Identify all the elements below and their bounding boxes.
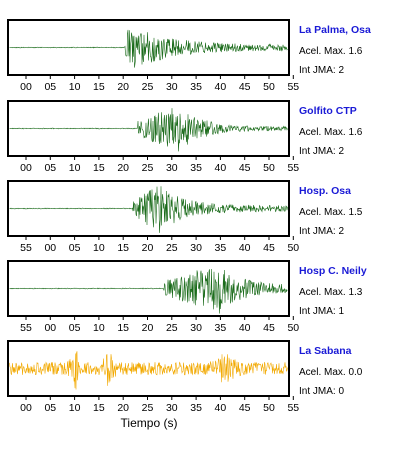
x-tick-label: 30 bbox=[166, 162, 178, 174]
jma-intensity-label: Int JMA: 2 bbox=[299, 226, 344, 237]
x-tick-label: 50 bbox=[263, 162, 275, 174]
seismogram-trace bbox=[9, 268, 288, 314]
x-tick-label: 15 bbox=[117, 322, 129, 334]
x-tick-label: 05 bbox=[69, 242, 81, 254]
x-tick-label: 45 bbox=[239, 81, 251, 93]
acceleration-label: Acel. Max. 1.3 bbox=[299, 287, 363, 298]
seismogram-trace bbox=[9, 351, 288, 390]
seismogram-trace bbox=[9, 186, 288, 233]
x-tick-label: 50 bbox=[287, 242, 299, 254]
x-tick-label: 45 bbox=[239, 162, 251, 174]
seismogram-panel: 00 05 10 15 20 25 30 35 40 45 50 55 La Palma, Osa Ace… bbox=[7, 19, 371, 93]
x-tick-label: 00 bbox=[20, 81, 32, 93]
x-tick-label: 45 bbox=[239, 402, 251, 414]
seismogram-trace bbox=[9, 108, 288, 152]
x-tick-label: 20 bbox=[117, 81, 129, 93]
x-tick-label: 55 bbox=[20, 322, 32, 334]
x-tick-label: 35 bbox=[215, 322, 227, 334]
x-tick-label: 55 bbox=[287, 162, 299, 174]
x-tick-label: 35 bbox=[215, 242, 227, 254]
x-tick-label: 40 bbox=[239, 322, 251, 334]
x-tick-label: 50 bbox=[263, 402, 275, 414]
seismogram-panel: 55 00 05 10 15 20 25 30 35 40 45 50 Hosp C. Neily Ace… bbox=[7, 260, 367, 334]
x-tick-label: 20 bbox=[142, 322, 154, 334]
x-tick-label: 50 bbox=[263, 81, 275, 93]
x-tick-label: 00 bbox=[20, 162, 32, 174]
x-tick-label: 40 bbox=[239, 242, 251, 254]
acceleration-label: Acel. Max. 0.0 bbox=[299, 367, 363, 378]
x-tick-label: 10 bbox=[93, 322, 105, 334]
x-tick-label: 20 bbox=[117, 162, 129, 174]
seismogram-panel: 00 05 10 15 20 25 30 35 40 45 50 55 Golfito CTP Acel.… bbox=[7, 100, 363, 174]
x-tick-label: 25 bbox=[166, 322, 178, 334]
x-tick-label: 35 bbox=[190, 402, 202, 414]
x-tick-label: 55 bbox=[287, 81, 299, 93]
x-tick-label: 30 bbox=[166, 81, 178, 93]
jma-intensity-label: Int JMA: 0 bbox=[299, 386, 344, 397]
station-name: Hosp. Osa bbox=[299, 185, 351, 197]
x-tick-label: 10 bbox=[69, 402, 81, 414]
x-tick-label: 25 bbox=[166, 242, 178, 254]
x-tick-label: 05 bbox=[44, 162, 56, 174]
x-tick-label: 10 bbox=[69, 162, 81, 174]
x-tick-label: 55 bbox=[287, 402, 299, 414]
seismogram-panel: 00 05 10 15 20 25 30 35 40 45 50 55 La Sabana Acel. M… bbox=[7, 340, 363, 414]
x-tick-label: 55 bbox=[20, 242, 32, 254]
station-name: Golfito CTP bbox=[299, 105, 357, 117]
x-tick-label: 20 bbox=[117, 402, 129, 414]
x-tick-label: 15 bbox=[117, 242, 129, 254]
x-tick-label: 00 bbox=[20, 402, 32, 414]
x-tick-label: 05 bbox=[44, 402, 56, 414]
x-tick-label: 15 bbox=[93, 402, 105, 414]
acceleration-label: Acel. Max. 1.6 bbox=[299, 46, 363, 57]
x-tick-label: 15 bbox=[93, 81, 105, 93]
x-tick-label: 05 bbox=[69, 322, 81, 334]
x-tick-label: 20 bbox=[142, 242, 154, 254]
x-tick-label: 10 bbox=[69, 81, 81, 93]
jma-intensity-label: Int JMA: 2 bbox=[299, 146, 344, 157]
x-tick-label: 35 bbox=[190, 162, 202, 174]
jma-intensity-label: Int JMA: 1 bbox=[299, 306, 344, 317]
x-tick-label: 30 bbox=[190, 322, 202, 334]
jma-intensity-label: Int JMA: 2 bbox=[299, 65, 344, 76]
x-axis-title: Tiempo (s) bbox=[121, 416, 178, 430]
x-tick-label: 50 bbox=[287, 322, 299, 334]
x-tick-label: 45 bbox=[263, 322, 275, 334]
x-tick-label: 05 bbox=[44, 81, 56, 93]
x-tick-label: 25 bbox=[142, 81, 154, 93]
seismogram-panel: 55 00 05 10 15 20 25 30 35 40 45 50 Hosp. Osa Acel. M… bbox=[7, 180, 363, 254]
x-tick-label: 25 bbox=[142, 162, 154, 174]
x-tick-label: 30 bbox=[190, 242, 202, 254]
x-tick-label: 00 bbox=[44, 242, 56, 254]
station-name: La Sabana bbox=[299, 345, 352, 357]
x-tick-label: 25 bbox=[142, 402, 154, 414]
x-tick-label: 00 bbox=[44, 322, 56, 334]
acceleration-label: Acel. Max. 1.6 bbox=[299, 127, 363, 138]
x-tick-label: 10 bbox=[93, 242, 105, 254]
acceleration-label: Acel. Max. 1.5 bbox=[299, 207, 363, 218]
x-tick-label: 35 bbox=[190, 81, 202, 93]
x-tick-label: 45 bbox=[263, 242, 275, 254]
x-tick-label: 40 bbox=[215, 162, 227, 174]
x-tick-label: 40 bbox=[215, 81, 227, 93]
station-name: Hosp C. Neily bbox=[299, 265, 367, 277]
seismogram-trace bbox=[9, 29, 288, 68]
x-tick-label: 40 bbox=[215, 402, 227, 414]
station-name: La Palma, Osa bbox=[299, 24, 371, 36]
x-tick-label: 30 bbox=[166, 402, 178, 414]
x-tick-label: 15 bbox=[93, 162, 105, 174]
